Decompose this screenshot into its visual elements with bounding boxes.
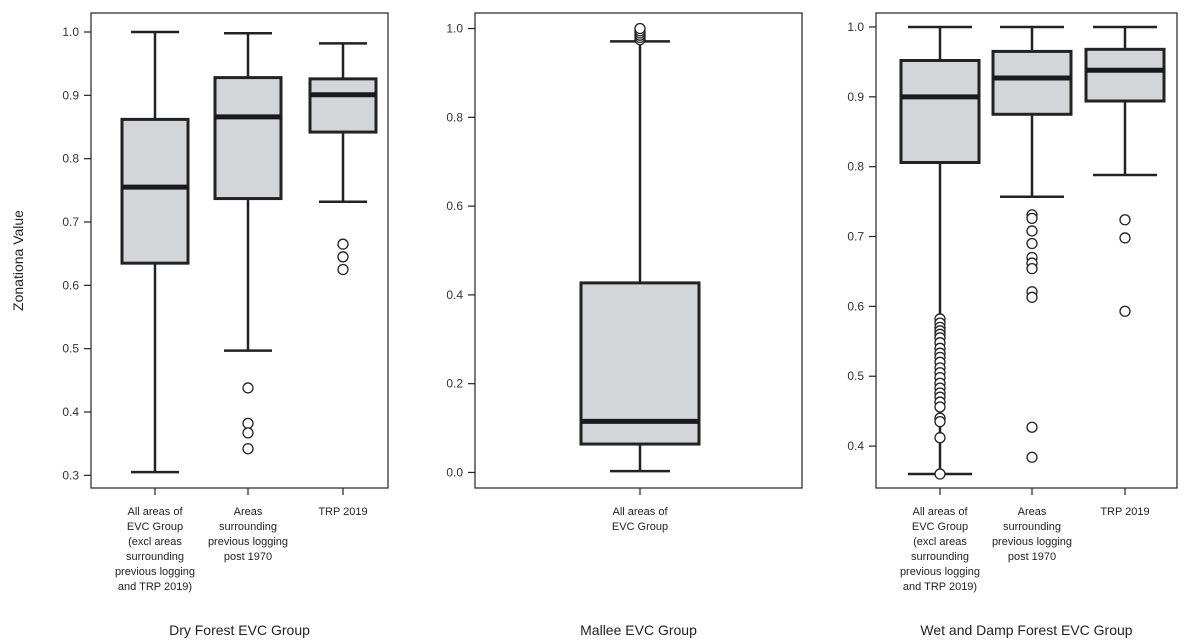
outlier-point — [242, 443, 254, 455]
iqr-box — [899, 59, 981, 164]
y-tick-label: 0.7 — [847, 230, 864, 244]
box-1 — [120, 30, 190, 474]
category-label: surrounding — [911, 551, 969, 563]
box-2 — [991, 25, 1073, 463]
y-tick-label: 0.8 — [446, 110, 463, 124]
iqr-box — [120, 117, 190, 265]
category-label: All areas of — [612, 506, 668, 518]
y-tick-label: 1.0 — [62, 25, 79, 39]
outlier-point — [337, 238, 349, 250]
iqr-box — [213, 76, 283, 201]
panel-title: Wet and Damp Forest EVC Group — [920, 622, 1132, 638]
category-label: post 1970 — [224, 551, 272, 563]
category-label: previous logging — [992, 536, 1072, 548]
outlier-point — [934, 468, 946, 480]
panel-title: Mallee EVC Group — [580, 622, 697, 638]
box-2 — [213, 32, 283, 455]
y-tick-label: 0.6 — [847, 299, 864, 313]
category-label: (excl areas — [128, 536, 182, 548]
y-tick-label: 1.0 — [847, 20, 864, 34]
outlier-point — [634, 22, 646, 35]
outlier-point — [242, 417, 254, 430]
plot-frame — [90, 12, 389, 489]
outlier-point — [934, 432, 946, 444]
y-tick-label: 0.4 — [446, 288, 463, 302]
category-label: previous logging — [115, 566, 195, 578]
category-label: and TRP 2019) — [903, 581, 977, 593]
plot-frame — [474, 12, 803, 489]
box-3 — [1084, 25, 1166, 317]
outlier-point — [337, 263, 349, 276]
y-tick-label: 0.7 — [62, 215, 79, 229]
category-label: All areas of — [912, 506, 968, 518]
outlier-point — [1119, 305, 1131, 317]
category-label: previous logging — [900, 566, 980, 578]
category-label: and TRP 2019) — [118, 581, 192, 593]
y-tick-label: 0.8 — [847, 160, 864, 174]
panel-1: 0.3 0.4 0.5 0.6 0.7 0.8 0.9 1.0 All areas of EVC … — [10, 12, 389, 638]
category-label: Areas — [234, 506, 263, 518]
category-label: EVC Group — [612, 521, 668, 533]
iqr-box — [991, 49, 1073, 116]
y-tick-label: 0.4 — [62, 405, 79, 419]
y-tick-label: 0.0 — [446, 465, 463, 479]
category-label: TRP 2019 — [318, 506, 367, 518]
box-3 — [308, 42, 378, 276]
category-label: surrounding — [1003, 521, 1061, 533]
outlier-point — [1026, 212, 1038, 225]
y-tick-label: 0.8 — [62, 152, 79, 166]
category-label: EVC Group — [127, 521, 183, 533]
box-1 — [899, 25, 981, 480]
iqr-box — [1084, 47, 1166, 103]
outlier-point — [1026, 225, 1038, 237]
category-label: All areas of — [127, 506, 183, 518]
category-label: EVC Group — [912, 521, 968, 533]
panel-title: Dry Forest EVC Group — [169, 622, 310, 638]
panel-3: 0.4 0.5 0.6 0.7 0.8 0.9 1.0 All areas of EVC Gro… — [847, 12, 1178, 638]
outlier-point — [337, 251, 349, 263]
outlier-point — [1119, 232, 1131, 244]
outlier-point — [242, 427, 254, 439]
outlier-point — [934, 401, 946, 413]
category-label: TRP 2019 — [1100, 506, 1149, 518]
outlier-point — [1119, 214, 1131, 226]
outlier-point — [1026, 421, 1038, 433]
iqr-box — [579, 281, 701, 446]
y-tick-label: 0.9 — [847, 90, 864, 104]
category-label: surrounding — [126, 551, 184, 563]
outlier-point — [242, 382, 254, 394]
panel-2: 0.0 0.2 0.4 0.6 0.8 1.0 All areas of EVC Group M… — [446, 12, 803, 638]
y-tick-label: 0.3 — [62, 468, 79, 482]
category-label: (excl areas — [913, 536, 967, 548]
y-tick-label: 0.5 — [62, 342, 79, 356]
category-label: Areas — [1018, 506, 1047, 518]
box-1 — [579, 22, 701, 473]
outlier-point — [1026, 451, 1038, 463]
y-tick-label: 0.6 — [62, 278, 79, 292]
category-label: post 1970 — [1008, 551, 1056, 563]
y-tick-label: 1.0 — [446, 22, 463, 36]
outlier-point — [1026, 237, 1038, 250]
y-tick-label: 0.2 — [446, 377, 463, 391]
plot-frame — [875, 12, 1178, 489]
outlier-point — [934, 415, 946, 428]
iqr-box — [308, 77, 378, 134]
y-tick-label: 0.4 — [847, 439, 864, 453]
category-label: surrounding — [219, 521, 277, 533]
y-axis-label: Zonationa Value — [10, 210, 26, 311]
y-tick-label: 0.5 — [847, 369, 864, 383]
outlier-point — [1026, 291, 1038, 303]
outlier-point — [1026, 263, 1038, 275]
y-tick-label: 0.9 — [62, 88, 79, 102]
y-tick-label: 0.6 — [446, 199, 463, 213]
category-label: previous logging — [208, 536, 288, 548]
